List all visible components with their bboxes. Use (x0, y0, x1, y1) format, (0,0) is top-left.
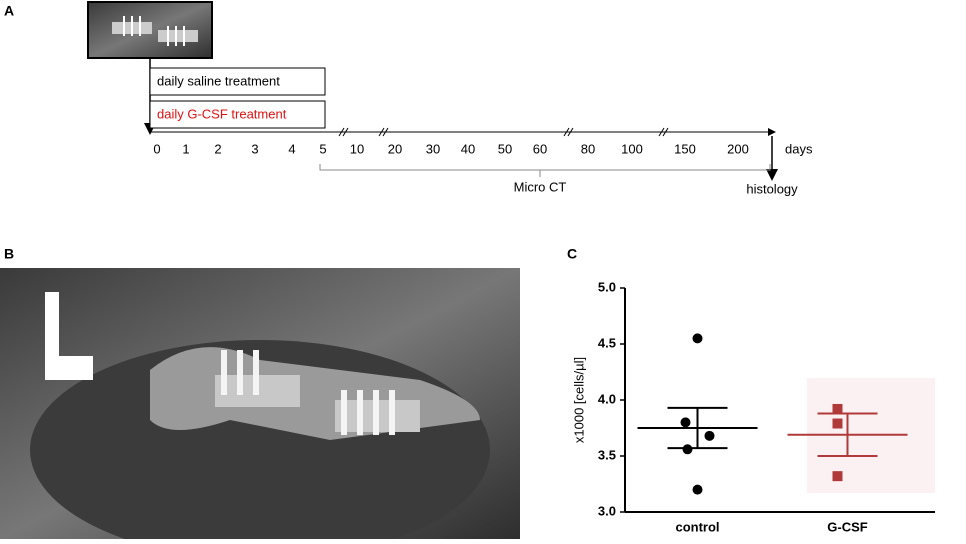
x-tick-label: G-CSF (827, 519, 868, 534)
timeline-tick: 20 (388, 141, 402, 156)
histology-label: histology (746, 181, 798, 196)
data-point (680, 417, 691, 428)
timeline-tick: 2 (214, 141, 221, 156)
gcsf-label: daily G-CSF treatment (157, 106, 287, 121)
timeline-tick: 150 (674, 141, 696, 156)
error-bar (667, 406, 728, 450)
data-point (832, 418, 843, 429)
timeline-tick: 100 (621, 141, 643, 156)
x-tick-label: control (675, 519, 719, 534)
saline-label: daily saline treatment (157, 73, 280, 88)
y-axis-title: x1000 [cells/µl] (571, 357, 586, 443)
error-bar (817, 412, 878, 457)
timeline-tick: 30 (426, 141, 440, 156)
timeline-tick: 3 (251, 141, 258, 156)
unit-label: days (785, 141, 813, 156)
data-point (682, 444, 693, 455)
y-tick-label: 4.5 (598, 335, 616, 350)
timeline-tick: 60 (533, 141, 547, 156)
y-tick-label: 3.0 (598, 503, 616, 518)
data-point (692, 333, 703, 344)
y-tick-label: 3.5 (598, 447, 616, 462)
data-point (832, 471, 843, 482)
gcsf-box (149, 100, 326, 129)
saline-box (149, 67, 326, 96)
timeline-tick: 80 (581, 141, 595, 156)
axis-break (338, 127, 669, 137)
timeline-tick: 4 (288, 141, 295, 156)
timeline-tick: 0 (153, 141, 160, 156)
thumbnail (87, 1, 213, 59)
data-point (832, 403, 843, 414)
y-tick-label: 4.0 (598, 391, 616, 406)
timeline-tick: 10 (350, 141, 364, 156)
panel-label: A (4, 3, 14, 19)
y-tick-label: 5.0 (598, 279, 616, 294)
microct-label: Micro CT (514, 179, 567, 194)
bracket (319, 164, 771, 177)
timeline-tick: 1 (182, 141, 189, 156)
timeline-tick: 50 (498, 141, 512, 156)
data-point (692, 484, 703, 495)
timeline-tick: 40 (461, 141, 475, 156)
xray-image (0, 268, 520, 544)
panel-label: C (567, 246, 577, 262)
timeline-tick: 200 (727, 141, 749, 156)
panel-label: B (4, 246, 14, 262)
data-point (704, 430, 715, 441)
timeline-tick: 5 (319, 141, 326, 156)
